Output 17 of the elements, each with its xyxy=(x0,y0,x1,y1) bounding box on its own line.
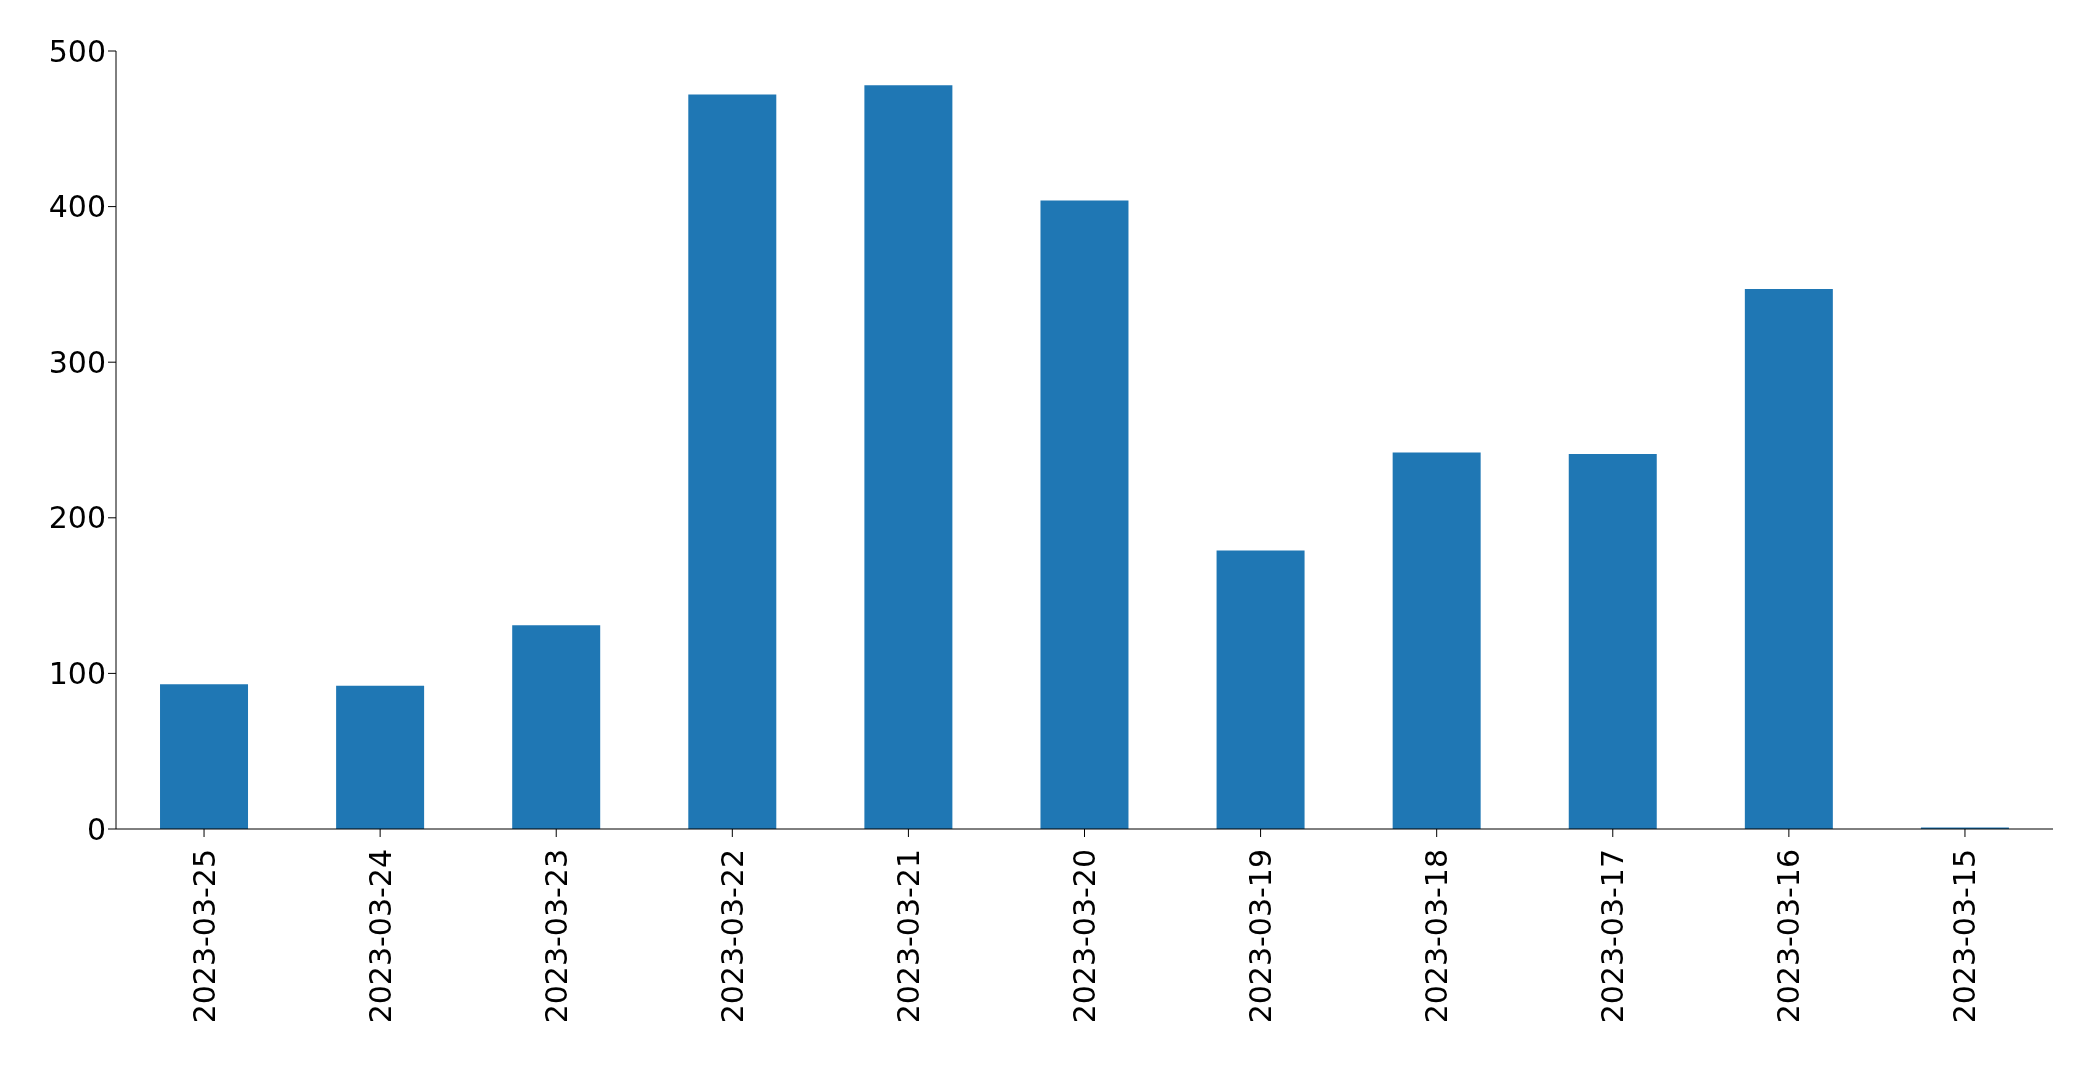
x-tick-label: 2023-03-20 xyxy=(1067,849,1102,1024)
x-tick-label: 2023-03-25 xyxy=(186,849,222,1024)
y-tick-label: 300 xyxy=(48,344,106,380)
y-tick-label: 200 xyxy=(48,500,106,536)
x-tick-label: 2023-03-23 xyxy=(538,849,574,1024)
x-tick-label: 2023-03-22 xyxy=(714,849,750,1024)
x-tick-label: 2023-03-17 xyxy=(1595,849,1631,1024)
x-tick-label: 2023-03-24 xyxy=(362,849,398,1024)
x-tick-label: 2023-03-18 xyxy=(1419,849,1455,1024)
y-tick-label: 100 xyxy=(48,656,106,692)
y-tick-label: 500 xyxy=(48,33,106,69)
x-tick-label: 2023-03-21 xyxy=(890,849,926,1024)
y-tick-label: 400 xyxy=(48,189,106,225)
x-tick-label: 2023-03-16 xyxy=(1771,849,1807,1024)
x-tick-label: 2023-03-19 xyxy=(1243,849,1279,1024)
x-tick-label: 2023-03-15 xyxy=(1947,849,1983,1024)
y-tick-label: 0 xyxy=(86,811,106,847)
